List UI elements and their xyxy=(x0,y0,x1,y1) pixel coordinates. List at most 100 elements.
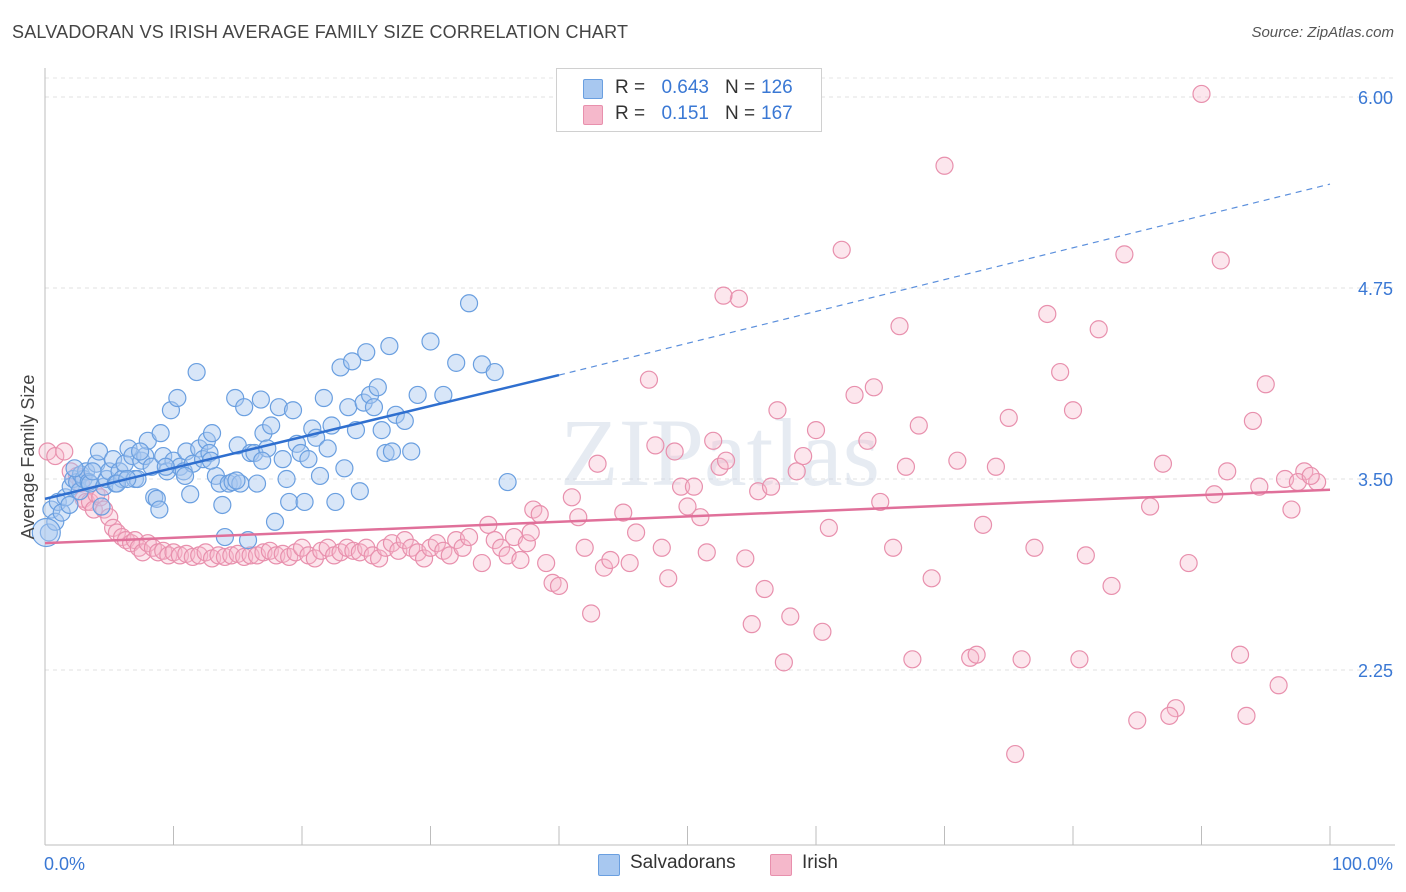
irish-point xyxy=(1237,706,1256,725)
y-tick-label: 4.75 xyxy=(1358,279,1393,299)
irish-point xyxy=(768,401,787,420)
irish-point xyxy=(620,553,639,573)
irish-point xyxy=(370,549,389,568)
irish-point xyxy=(871,492,890,512)
salvadoran-point xyxy=(273,450,292,469)
salvadoran-trendline xyxy=(44,373,560,501)
legend-swatch-salvadorans xyxy=(583,79,603,99)
irish-point xyxy=(935,156,954,175)
irish-point xyxy=(1282,500,1301,519)
irish-point xyxy=(678,497,697,516)
salvadoran-point xyxy=(39,523,58,542)
irish-point xyxy=(562,488,581,507)
salvadoran-point xyxy=(154,446,173,466)
irish-point xyxy=(806,421,826,440)
irish-point xyxy=(714,286,733,305)
irish-point xyxy=(659,569,678,588)
irish-point xyxy=(549,576,569,596)
salvadoran-point xyxy=(402,442,421,461)
irish-point xyxy=(903,650,922,669)
irish-point xyxy=(1179,553,1198,573)
irish-trendline xyxy=(44,488,1331,545)
salvadoran-point xyxy=(382,442,402,461)
irish-point xyxy=(646,436,665,455)
y-axis-label: Average Family Size xyxy=(18,375,38,540)
salvadoran-point xyxy=(283,401,303,420)
irish-point xyxy=(414,549,434,568)
salvadoran-point xyxy=(175,466,195,486)
salvadoran-point xyxy=(151,424,170,443)
irish-point xyxy=(601,550,620,570)
irish-point xyxy=(1051,362,1070,382)
irish-point xyxy=(1128,711,1147,730)
salvadoran-point xyxy=(318,439,337,458)
irish-point xyxy=(986,457,1006,476)
legend-row-salvadorans: R = 0.643 N = 126 xyxy=(557,75,821,101)
irish-point xyxy=(133,543,152,562)
salvadoran-point xyxy=(269,398,288,417)
salvadoran-point xyxy=(92,497,111,516)
irish-point xyxy=(787,462,806,481)
legend-n-label: N = xyxy=(725,77,756,98)
salvadoran-point xyxy=(31,517,61,548)
x-tick-label: 100.0% xyxy=(1332,854,1393,874)
irish-point xyxy=(697,543,716,562)
legend-label-salvadorans: Salvadorans xyxy=(630,852,736,873)
legend-row-irish: R = 0.151 N = 167 xyxy=(557,101,821,127)
salvadoran-point xyxy=(498,472,517,492)
irish-point xyxy=(511,550,530,570)
stats-legend: R = 0.643 N = 126 R = 0.151 N = 167 xyxy=(556,68,822,132)
irish-point xyxy=(973,515,993,534)
irish-point xyxy=(671,477,691,496)
irish-point xyxy=(1012,650,1031,669)
irish-point xyxy=(582,604,601,623)
irish-point xyxy=(517,534,536,553)
salvadoran-point xyxy=(181,485,200,504)
irish-point xyxy=(1230,645,1250,664)
salvadoran-point xyxy=(354,393,373,412)
irish-point xyxy=(729,289,749,308)
irish-point xyxy=(1166,699,1185,718)
irish-point xyxy=(427,534,447,553)
salvadoran-point xyxy=(265,512,285,531)
irish-point xyxy=(1243,411,1263,431)
salvadoran-point xyxy=(168,388,187,408)
irish-point xyxy=(1063,401,1083,420)
irish-point xyxy=(1250,477,1269,496)
irish-point xyxy=(864,378,883,397)
tick-labels: 2.25 3.50 4.75 6.00 0.0% 100.0% Average Family… xyxy=(18,88,1393,874)
irish-point xyxy=(774,653,793,672)
legend-n-label: N = xyxy=(725,103,756,124)
irish-point xyxy=(794,446,813,466)
irish-point xyxy=(813,622,832,641)
irish-point xyxy=(1070,650,1089,669)
irish-point xyxy=(684,477,704,496)
salvadoran-point xyxy=(262,416,281,435)
irish-point xyxy=(761,477,781,496)
irish-point xyxy=(781,607,800,626)
irish-point xyxy=(755,579,774,599)
irish-point xyxy=(742,615,761,634)
irish-point xyxy=(453,538,472,557)
irish-point xyxy=(575,538,594,557)
irish-point xyxy=(1160,706,1179,725)
salvadoran-point xyxy=(395,411,414,431)
irish-point xyxy=(909,416,928,435)
salvadoran-point xyxy=(253,451,272,470)
salvadoran-point xyxy=(247,474,267,493)
irish-point xyxy=(819,518,838,537)
irish-point xyxy=(530,505,549,524)
salvadoran-point xyxy=(310,466,330,486)
salvadoran-point xyxy=(227,471,246,490)
irish-point xyxy=(55,442,74,461)
irish-point xyxy=(665,442,684,461)
salvadoran-point xyxy=(350,482,369,501)
salvadoran-point xyxy=(190,439,209,458)
irish-point xyxy=(922,569,941,588)
irish-point xyxy=(1140,497,1160,516)
irish-point xyxy=(1102,576,1121,596)
salvadoran-point xyxy=(60,495,79,515)
irish-point xyxy=(1076,546,1095,565)
salvadoran-point xyxy=(295,492,314,512)
legend-swatch-irish xyxy=(770,854,792,876)
